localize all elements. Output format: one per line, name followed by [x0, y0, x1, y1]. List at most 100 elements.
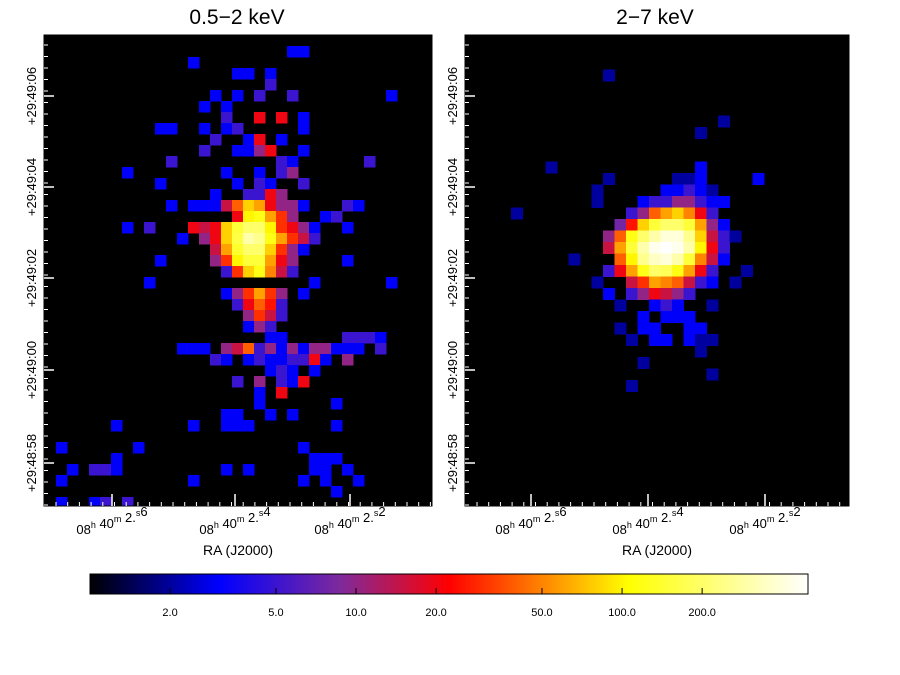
- pixel: [254, 90, 266, 102]
- pixel: [276, 255, 288, 267]
- pixel: [276, 365, 288, 377]
- pixel: [603, 230, 615, 243]
- pixel: [672, 276, 684, 289]
- pixel: [649, 242, 661, 254]
- pixel: [660, 230, 673, 243]
- pixel: [660, 184, 673, 197]
- pixel: [232, 299, 244, 311]
- pixel: [637, 207, 650, 220]
- pixel: [221, 101, 233, 113]
- pixel: [243, 299, 255, 311]
- pixel: [276, 200, 288, 212]
- pixel: [649, 276, 661, 289]
- pixel: [331, 420, 343, 432]
- pixel: [298, 123, 310, 135]
- pixel: [210, 233, 222, 245]
- pixel: [243, 343, 255, 355]
- pixel: [309, 277, 321, 289]
- pixel: [221, 222, 233, 234]
- pixel: [232, 255, 244, 267]
- pixel: [111, 453, 123, 465]
- pixel: [276, 156, 288, 168]
- pixel: [221, 288, 233, 300]
- pixel: [188, 222, 200, 234]
- pixel: [683, 288, 696, 300]
- pixel: [199, 343, 211, 355]
- pixel: [265, 79, 277, 91]
- pixel: [254, 211, 266, 223]
- pixel: [276, 112, 288, 124]
- pixel: [660, 299, 673, 312]
- pixel: [287, 354, 299, 366]
- pixel: [188, 200, 200, 212]
- pixel: [265, 343, 277, 355]
- pixel: [718, 115, 730, 128]
- pixel: [626, 242, 638, 254]
- panel-hard-frame: [464, 34, 850, 507]
- pixel: [660, 207, 673, 220]
- pixel: [695, 196, 707, 208]
- pixel: [683, 173, 696, 185]
- colorbar: 2.0 5.0 10.0 20.0 50.0 100.0 200.0: [89, 573, 809, 619]
- pixel: [672, 230, 684, 243]
- ra-tick-label: 08h 40m 2.s4: [612, 504, 683, 537]
- pixel: [718, 253, 730, 266]
- pixel: [626, 253, 638, 266]
- panel-soft-frame: [43, 34, 433, 507]
- pixel: [637, 276, 650, 289]
- pixel: [695, 207, 707, 220]
- pixel: [695, 184, 707, 197]
- pixel: [254, 354, 266, 366]
- pixel: [122, 167, 134, 179]
- pixel: [276, 189, 288, 201]
- pixel: [89, 464, 101, 476]
- pixel: [683, 242, 696, 254]
- pixel: [309, 222, 321, 234]
- pixel: [649, 253, 661, 266]
- pixel: [637, 196, 650, 208]
- pixel: [683, 207, 696, 220]
- dec-tick-label: +29:49:02: [24, 249, 39, 307]
- pixel: [111, 464, 123, 476]
- pixel: [626, 334, 638, 346]
- pixel: [243, 310, 255, 322]
- pixel: [695, 161, 707, 174]
- pixel: [221, 409, 233, 421]
- colorbar-tick-label: 10.0: [345, 607, 366, 619]
- pixel: [660, 288, 673, 300]
- pixel: [243, 321, 255, 333]
- pixel: [243, 420, 255, 432]
- pixel: [568, 253, 581, 266]
- pixel: [166, 200, 178, 212]
- pixel: [706, 368, 719, 381]
- pixel: [243, 288, 255, 300]
- pixel: [718, 230, 730, 243]
- pixel: [221, 244, 233, 256]
- pixel: [683, 265, 696, 277]
- pixel: [672, 253, 684, 266]
- pixel: [683, 219, 696, 231]
- pixel: [331, 343, 343, 355]
- pixel: [706, 219, 719, 231]
- ra-tick-label: 08h 40m 2.s6: [495, 504, 566, 537]
- pixel: [166, 156, 178, 168]
- colorbar-tick-label: 50.0: [531, 607, 552, 619]
- pixel: [177, 233, 189, 245]
- pixel: [364, 332, 376, 344]
- pixel: [243, 464, 255, 476]
- pixel: [660, 242, 673, 254]
- pixel: [649, 196, 661, 208]
- pixel: [298, 145, 310, 157]
- pixel: [243, 134, 255, 146]
- pixel: [342, 222, 354, 234]
- pixel: [221, 255, 233, 267]
- pixel: [254, 112, 266, 124]
- pixel: [695, 242, 707, 254]
- pixel: [243, 354, 255, 366]
- pixel: [243, 244, 255, 256]
- pixel: [309, 464, 321, 476]
- pixel: [309, 453, 321, 465]
- pixel: [287, 255, 299, 267]
- pixel: [232, 409, 244, 421]
